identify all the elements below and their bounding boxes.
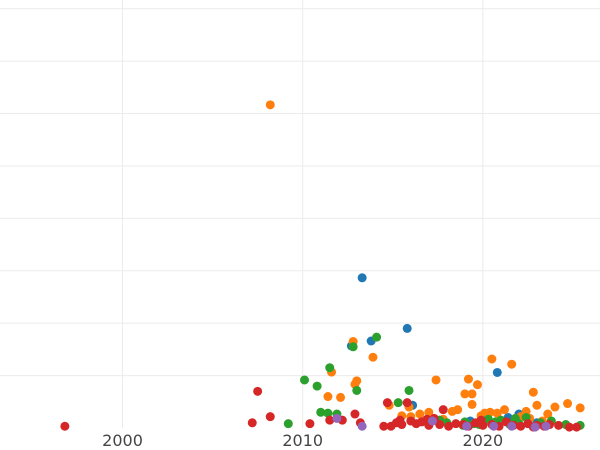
x-tick-label: 2020	[463, 431, 504, 450]
data-point-purple	[489, 421, 499, 431]
data-point-orange	[528, 387, 538, 397]
data-point-orange	[500, 405, 510, 415]
data-point-red	[402, 398, 412, 408]
data-point-orange	[460, 389, 470, 399]
data-point-green	[325, 363, 335, 373]
data-point-green	[393, 398, 403, 408]
data-point-orange	[265, 100, 275, 110]
data-point-purple	[530, 422, 540, 432]
data-point-red	[554, 420, 564, 430]
data-points	[60, 100, 585, 432]
data-point-red	[435, 420, 445, 430]
data-point-green	[312, 381, 322, 391]
x-gridlines	[122, 0, 484, 428]
y-gridlines	[0, 8, 600, 377]
data-point-green	[348, 342, 358, 352]
data-point-green	[300, 375, 310, 385]
data-point-purple	[462, 421, 472, 431]
data-point-orange	[431, 375, 441, 385]
data-point-orange	[415, 409, 425, 419]
data-point-orange	[463, 374, 473, 384]
data-point-red	[572, 422, 582, 432]
data-point-orange	[352, 376, 362, 386]
data-point-purple	[427, 416, 437, 426]
data-point-purple	[332, 413, 342, 423]
data-point-red	[265, 412, 275, 422]
data-point-green	[283, 419, 293, 429]
data-point-red	[253, 386, 263, 396]
x-tick-label: 2000	[102, 431, 143, 450]
data-point-blue	[402, 323, 412, 333]
data-point-red	[325, 415, 335, 425]
data-point-orange	[575, 403, 585, 413]
data-point-green	[323, 408, 333, 418]
x-tick-label: 2010	[282, 431, 323, 450]
data-point-red	[516, 421, 526, 431]
data-point-red	[382, 398, 392, 408]
data-point-red	[305, 419, 315, 429]
data-point-orange	[485, 407, 495, 417]
data-point-red	[444, 421, 454, 431]
data-point-orange	[467, 389, 477, 399]
data-point-orange	[453, 405, 463, 415]
data-point-orange	[550, 402, 560, 412]
data-point-orange	[532, 400, 542, 410]
data-point-red	[379, 421, 389, 431]
data-point-blue	[357, 273, 367, 283]
data-point-purple	[541, 421, 551, 431]
data-point-green	[404, 385, 414, 395]
data-point-blue	[492, 367, 502, 377]
data-point-orange	[472, 380, 482, 390]
data-point-red	[476, 415, 486, 425]
data-point-orange	[467, 399, 477, 409]
data-point-green	[372, 332, 382, 342]
data-point-orange	[368, 352, 378, 362]
data-point-orange	[492, 408, 502, 418]
data-point-orange	[563, 399, 573, 409]
data-point-orange	[487, 354, 497, 364]
data-point-green	[352, 385, 362, 395]
data-point-red	[451, 419, 461, 429]
data-point-purple	[507, 421, 517, 431]
data-point-orange	[336, 392, 346, 402]
data-point-orange	[424, 407, 434, 417]
data-point-green	[316, 407, 326, 417]
data-point-orange	[507, 359, 517, 369]
data-point-purple	[357, 421, 367, 431]
data-point-red	[247, 418, 257, 428]
data-point-green	[510, 413, 520, 423]
data-point-red	[395, 415, 405, 425]
data-point-red	[350, 409, 360, 419]
data-point-orange	[323, 392, 333, 402]
data-point-red	[564, 422, 574, 432]
data-point-red	[438, 405, 448, 415]
data-point-red	[60, 421, 70, 431]
x-tick-labels: 2000 2010 2020	[102, 431, 503, 450]
data-point-orange	[543, 409, 553, 419]
